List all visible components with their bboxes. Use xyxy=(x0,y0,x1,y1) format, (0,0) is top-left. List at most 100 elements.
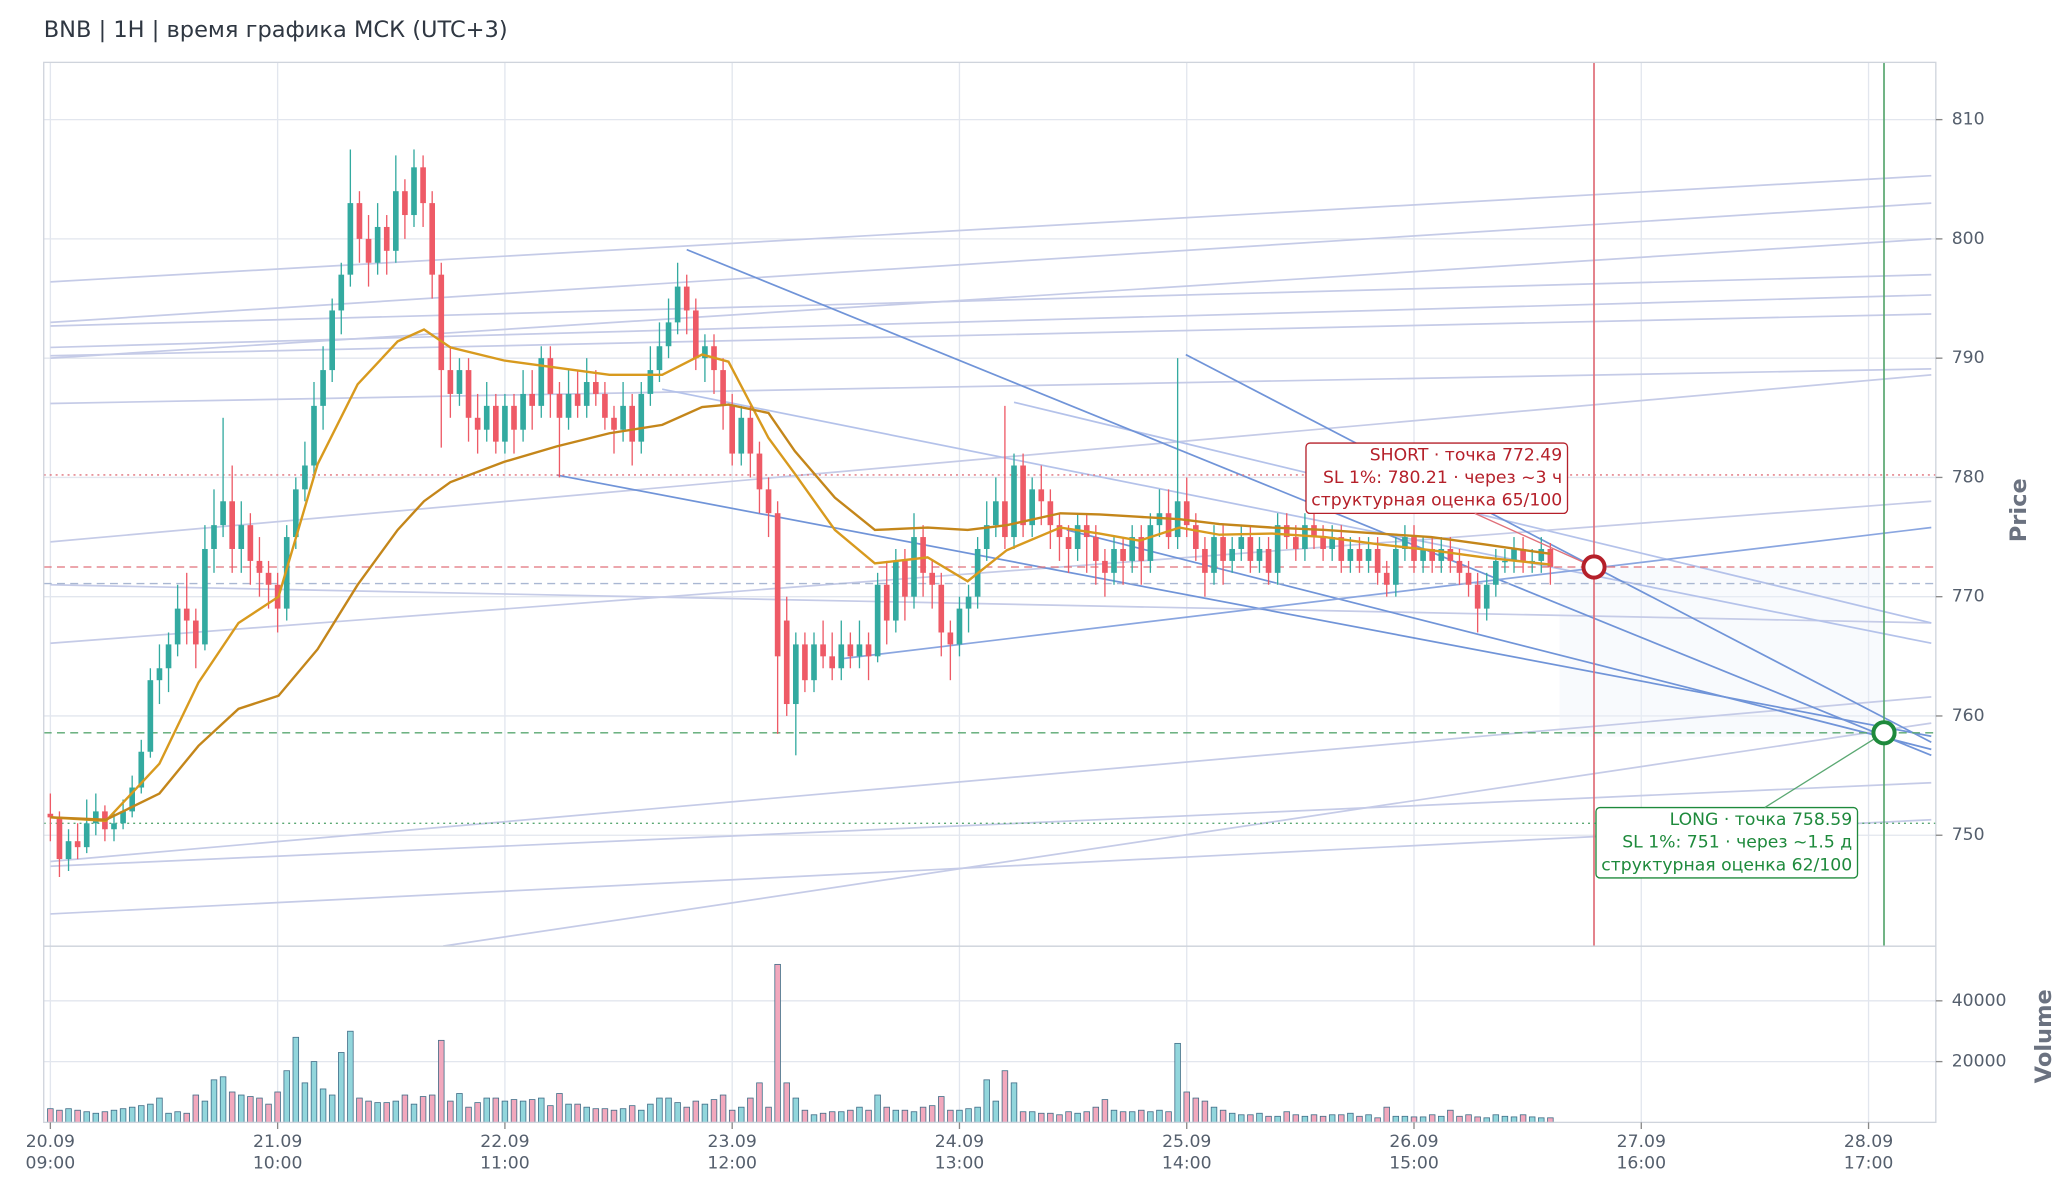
candle-body xyxy=(311,405,317,466)
candle-body xyxy=(693,310,699,359)
volume-bar xyxy=(938,1096,945,1123)
y-axis-title: Price xyxy=(2006,478,2032,542)
volume-bar xyxy=(1101,1099,1109,1123)
y-tick-label: 780 xyxy=(1952,467,1985,487)
candle-body xyxy=(920,537,926,573)
volume-bar xyxy=(1501,1115,1509,1123)
candle-body xyxy=(1074,525,1081,549)
volume-bar xyxy=(874,1094,881,1123)
candle-body xyxy=(820,644,826,657)
candle-body xyxy=(1483,584,1490,609)
candle-body xyxy=(56,817,63,860)
candle-body xyxy=(365,238,372,263)
volume-bar xyxy=(419,1096,427,1123)
candle-body xyxy=(511,405,517,430)
candle-body xyxy=(1420,548,1426,561)
y-tick-label: 810 xyxy=(1952,110,1985,130)
candle-body xyxy=(547,358,554,394)
candle-body xyxy=(1465,572,1472,585)
candle-body xyxy=(1193,525,1199,549)
candle-body xyxy=(1047,501,1054,526)
volume-bar xyxy=(156,1097,163,1123)
volume-bar xyxy=(838,1111,845,1123)
candle-body xyxy=(1247,537,1254,561)
volume-bar xyxy=(1356,1115,1363,1123)
volume-bar xyxy=(219,1076,227,1123)
x-tick-label: 24.09 13:00 xyxy=(935,1132,985,1173)
volume-bar xyxy=(983,1079,990,1123)
candle-body xyxy=(256,560,263,573)
volume-bar xyxy=(1538,1117,1545,1123)
candle-body xyxy=(911,537,917,597)
candle-body xyxy=(938,584,945,633)
volume-bar xyxy=(538,1097,545,1123)
volume-bar xyxy=(1147,1111,1154,1123)
candle-body xyxy=(1202,548,1208,573)
candle-body xyxy=(1474,584,1481,609)
candle-body xyxy=(338,274,345,311)
x-tick-label: 20.09 09:00 xyxy=(26,1132,76,1173)
volume-bar xyxy=(119,1108,127,1123)
candle-body xyxy=(1265,548,1272,573)
volume-bar xyxy=(583,1106,590,1123)
candle-body xyxy=(674,286,681,323)
volume-bar xyxy=(65,1108,72,1123)
candle-body xyxy=(893,560,899,621)
volume-bar xyxy=(465,1106,472,1123)
volume-bar xyxy=(1292,1114,1300,1123)
trend-line xyxy=(50,174,1932,283)
volume-bar xyxy=(1310,1114,1318,1123)
candle-body xyxy=(1374,548,1381,573)
volume-bar xyxy=(1374,1117,1381,1123)
candle-body xyxy=(1329,537,1336,549)
volume-bar xyxy=(910,1111,918,1123)
candle-body xyxy=(74,841,81,848)
candle-body xyxy=(302,465,308,490)
volume-bar xyxy=(574,1103,581,1123)
candle-body xyxy=(583,382,590,406)
candle-body xyxy=(1183,501,1190,526)
candle-body xyxy=(738,417,745,454)
candle-body xyxy=(92,811,99,824)
volume-bar xyxy=(1119,1111,1127,1123)
volume-bar xyxy=(310,1061,318,1123)
candle-body xyxy=(620,405,626,430)
volume-frame xyxy=(43,945,1937,1124)
annotation-text: SL 1%: 751 · через ~1.5 д xyxy=(1622,833,1852,853)
volume-bar xyxy=(1083,1111,1090,1123)
volume-bar xyxy=(692,1100,700,1123)
candle-body xyxy=(392,191,399,251)
trend-line xyxy=(50,696,1932,863)
candle-body xyxy=(247,525,254,561)
volume-bar xyxy=(738,1106,745,1123)
candle-body xyxy=(1365,548,1372,561)
annotation-connector xyxy=(1764,732,1885,809)
volume-bar xyxy=(456,1093,463,1123)
volume-bar xyxy=(528,1099,536,1123)
volume-tick-label: 20000 xyxy=(1952,1052,2007,1072)
candle-body xyxy=(1447,548,1454,561)
candle-body xyxy=(1511,548,1517,561)
candle-body xyxy=(765,489,772,514)
candle-body xyxy=(65,841,72,860)
volume-bar xyxy=(1483,1117,1490,1123)
y-tick-label: 790 xyxy=(1952,348,1985,368)
volume-bar xyxy=(865,1109,872,1123)
candle-body xyxy=(720,370,726,406)
volume-bar xyxy=(1347,1112,1354,1123)
volume-bar xyxy=(647,1103,654,1123)
volume-bar xyxy=(1065,1111,1072,1123)
volume-bar xyxy=(556,1093,563,1123)
volume-bar xyxy=(1265,1115,1272,1123)
volume-bar xyxy=(374,1102,381,1123)
volume-bar xyxy=(301,1082,309,1123)
candle-body xyxy=(1293,537,1299,549)
candle-body xyxy=(529,393,536,406)
candle-body xyxy=(1547,548,1554,567)
candle-body xyxy=(1347,548,1354,561)
candle-body xyxy=(656,346,663,371)
candle-body xyxy=(1138,537,1145,561)
candle-body xyxy=(756,453,763,490)
annotation-text: SHORT · точка 772.49 xyxy=(1370,446,1562,466)
